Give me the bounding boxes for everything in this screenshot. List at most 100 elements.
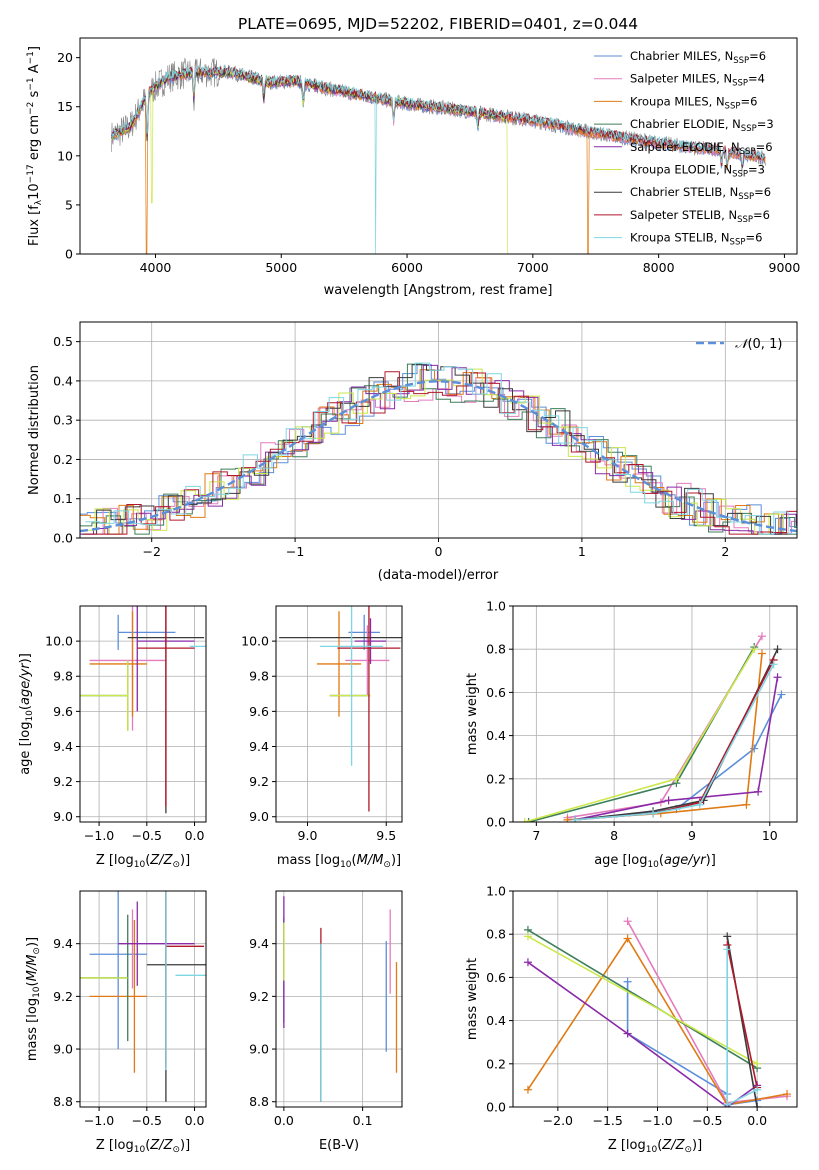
y-tick-label: 0.2 [486,1056,506,1071]
y-tick-label: 9.2 [249,774,269,789]
series-marker-8 [649,809,658,818]
histogram-8 [85,362,797,535]
x-tick-label: −0.5 [132,828,162,843]
series-marker-5 [750,645,759,654]
series-line-2 [527,936,788,1106]
x-tick-label: 8 [610,828,618,843]
axes-frame [79,890,207,1108]
legend: Chabrier MILES, NSSP=6 Salpeter MILES, NS… [594,49,774,248]
x-tick-label: −1.0 [642,1113,672,1128]
x-tick-label: 0.0 [747,1113,767,1128]
series-marker-5 [520,818,529,822]
series-marker-8 [571,815,580,822]
panel-mass-vs-EBV: 0.0 0.1 8.8 9.0 9.2 9.4 E(B-V) [249,890,403,1153]
series-line-7 [726,944,758,1088]
x-tick-label: −1 [286,544,304,559]
series-line-4 [575,677,779,821]
series-marker-8 [723,945,732,954]
series-marker-6 [723,932,732,941]
x-tick-label: 2 [721,544,729,559]
axes-frame [512,890,798,1108]
y-tick-label: 0.0 [486,815,506,830]
y-tick-label: 10.0 [241,634,269,649]
y-axis-label: mass weight [465,958,480,1040]
y-tick-label: 0.6 [486,970,506,985]
series-marker-2 [742,800,751,809]
y-tick-label: 8.8 [249,1094,269,1109]
y-tick-label: 9.6 [249,704,269,719]
x-tick-label: −2 [142,544,160,559]
panel-mass-vs-Z: −1.0 −0.5 0.0 8.8 9.0 9.2 9.4 Z [log10(Z/Z⊙)] ma… [25,890,207,1155]
x-tick-label: 7 [532,828,540,843]
series-marker-0 [777,690,786,699]
y-tick-label: 9.0 [53,809,73,824]
y-tick-label: 9.8 [249,669,269,684]
legend-entry: Kroupa MILES, NSSP=6 [630,94,757,111]
y-tick-label: 0.2 [53,452,73,467]
figure-title: PLATE=0695, MJD=52202, FIBERID=0401, z=0… [238,15,638,33]
series-marker-5 [753,1059,762,1068]
y-tick-label: 9.4 [249,739,269,754]
panel-residuals: −2 −1 0 1 2 0.0 0.1 0.2 0.3 0.4 0.5 𝒩(0, 1) (data-mo… [27,321,798,583]
x-axis-label: Z [log10(Z/Z⊙)] [96,1138,190,1155]
y-tick-label: 1.0 [486,599,506,614]
legend-entry: Chabrier ELODIE, NSSP=3 [630,117,774,134]
plot-area [111,57,766,254]
series-line-7 [575,659,775,821]
x-tick-label: 10 [762,828,778,843]
x-tick-label: 0.1 [353,1113,373,1128]
histogram-7 [83,371,797,535]
y-tick-label: 0.4 [53,373,73,388]
x-tick-label: 9.5 [376,828,396,843]
x-axis-label: wavelength [Angstrom, rest frame] [324,283,553,298]
panel-age-vs-Z: −1.0 −0.5 0.0 9.0 9.2 9.4 9.6 9.8 10.0 Z [log10(Z… [18,605,207,870]
panel-age-vs-mass: 9.0 9.5 9.0 9.2 9.4 9.6 9.8 10.0 mass [log10(M/M… [241,605,403,870]
y-axis-label: Flux [fλ10−17 erg cm−2 s−1 A−1] [26,46,44,246]
y-tick-label: 8.8 [53,1094,73,1109]
y-tick-label: 0.2 [486,771,506,786]
plot-area [80,606,206,814]
y-tick-label: 9.8 [53,669,73,684]
series-marker-1 [757,632,766,641]
series-line-8 [575,663,775,821]
x-tick-label: −1.0 [84,1113,114,1128]
legend-entry: Salpeter MILES, NSSP=4 [630,72,765,89]
series-marker-0 [623,977,632,986]
x-axis-label: age [log10(age/yr)] [594,853,716,870]
y-tick-label: 9.4 [53,936,73,951]
series-marker-2 [656,809,665,818]
y-tick-label: 0.8 [486,642,506,657]
series-marker-4 [523,958,532,967]
x-tick-label: 6000 [391,260,423,275]
x-tick-label: 7000 [517,260,549,275]
panel-spectrum: 4000 5000 6000 7000 8000 9000 0 5 10 15 20 waveleng… [26,37,800,298]
series-marker-3 [524,818,533,822]
plot-area [80,362,797,535]
y-axis-label: mass weight [465,673,480,755]
y-tick-label: 15 [57,99,73,114]
axes-frame [79,605,207,823]
series-marker-4 [664,796,673,805]
axes-frame [79,37,798,255]
series-marker-5 [523,932,532,941]
x-tick-label: 0.0 [185,1113,205,1128]
series-marker-6 [753,1103,762,1107]
x-axis-label: mass [log10(M/M⊙)] [277,853,401,870]
series-marker-5 [672,774,681,783]
series-marker-4 [754,787,763,796]
x-tick-label: 0.0 [185,828,205,843]
x-tick-label: −1.5 [592,1113,622,1128]
y-axis-label: age [log10(age/yr)] [18,653,35,775]
model-spectrum-5 [111,67,509,254]
plot-area [80,891,206,1102]
y-tick-label: 5 [65,197,73,212]
series-marker-8 [769,660,778,669]
y-axis-label: Normed distribution [27,365,42,495]
y-tick-label: 9.0 [53,1042,73,1057]
series-marker-1 [623,917,632,926]
axes-frame [275,605,403,823]
series-line-3 [527,929,758,1069]
series-line-5 [527,935,758,1065]
y-tick-label: 9.0 [249,809,269,824]
